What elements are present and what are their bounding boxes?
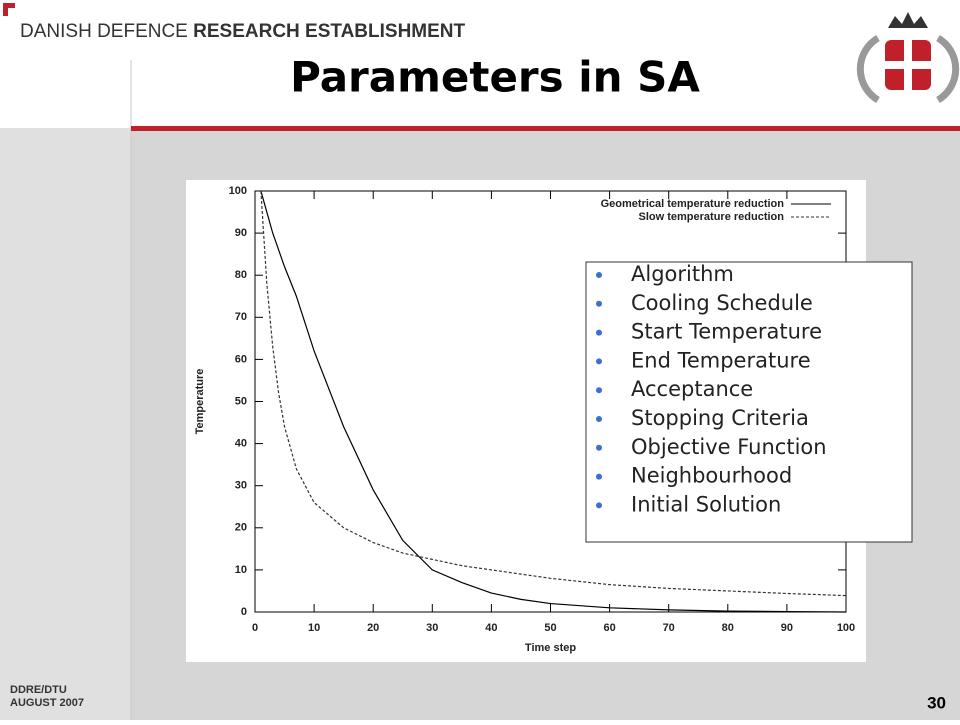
bullet	[596, 444, 602, 451]
org-name: DANISH DEFENCE RESEARCH ESTABLISHMENT	[20, 21, 466, 42]
list-item: End Temperature	[631, 348, 811, 372]
x-tick-label: 30	[426, 622, 438, 634]
org-prefix: DANISH DEFENCE	[20, 21, 188, 42]
y-tick-label: 90	[235, 227, 247, 239]
logo-bracket	[936, 34, 960, 104]
x-tick-label: 0	[252, 622, 258, 634]
bullet	[596, 329, 602, 336]
logo-bracket	[856, 34, 880, 104]
bullet	[596, 272, 602, 278]
header-band	[0, 0, 960, 128]
footer-line: DDRE/DTU	[10, 684, 67, 696]
legend-label: Geometrical temperature reduction	[601, 198, 785, 210]
x-tick-label: 60	[603, 622, 615, 634]
bullet	[596, 473, 602, 480]
page-number: 30	[927, 693, 946, 712]
bullet-list: Algorithm Cooling Schedule Start Temperatu…	[596, 262, 827, 516]
y-axis-label: Temperature	[194, 369, 206, 435]
header-rule	[131, 126, 960, 131]
x-tick-label: 70	[663, 622, 675, 634]
list-item: Cooling Schedule	[631, 291, 813, 315]
x-tick-label: 90	[781, 622, 793, 634]
list-box	[585, 261, 913, 543]
list-item: Neighbourhood	[631, 464, 792, 488]
y-tick-label: 30	[235, 480, 247, 492]
x-tick-label: 50	[544, 622, 556, 634]
y-tick-label: 50	[235, 395, 247, 407]
slide-title: Parameters in SA	[290, 53, 700, 102]
list-item: Start Temperature	[631, 320, 822, 344]
bullet	[596, 387, 602, 394]
footer-line: AUGUST 2007	[10, 697, 84, 709]
list-item: Acceptance	[631, 377, 753, 401]
x-axis-label: Time step	[525, 642, 576, 654]
bullet	[596, 502, 602, 509]
y-tick-label: 60	[235, 353, 247, 365]
y-tick-label: 20	[235, 522, 247, 534]
corner-mark	[3, 3, 15, 16]
x-tick-label: 10	[308, 622, 320, 634]
x-tick-label: 40	[485, 622, 497, 634]
bullet	[596, 416, 602, 422]
y-tick-label: 100	[229, 185, 247, 197]
bullet	[596, 300, 602, 307]
y-tick-label: 0	[241, 606, 247, 618]
series-line	[260, 190, 847, 613]
list-item: Objective Function	[631, 435, 827, 459]
list-item: Algorithm	[631, 262, 734, 286]
legend-label: Slow temperature reduction	[639, 211, 785, 223]
y-tick-label: 40	[235, 438, 247, 450]
org-emphasis: RESEARCH ESTABLISHMENT	[193, 21, 465, 42]
logo	[856, 12, 960, 104]
y-tick-label: 80	[235, 269, 247, 281]
list-item: Initial Solution	[631, 492, 781, 516]
list-item: Stopping Criteria	[631, 406, 809, 430]
x-tick-label: 20	[367, 622, 379, 634]
logo-crown	[888, 12, 928, 28]
bullet	[596, 358, 602, 365]
x-tick-label: 100	[837, 622, 855, 634]
series-line	[260, 190, 847, 597]
x-tick-label: 80	[722, 622, 734, 634]
y-tick-label: 10	[235, 564, 247, 576]
y-tick-label: 70	[235, 311, 247, 323]
sidebar	[0, 128, 131, 720]
logo-cross	[885, 61, 931, 69]
